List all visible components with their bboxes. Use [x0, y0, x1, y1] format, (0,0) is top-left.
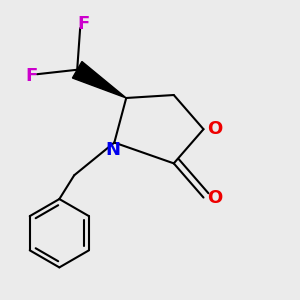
Text: O: O: [207, 189, 222, 207]
Text: F: F: [25, 67, 37, 85]
Polygon shape: [72, 61, 126, 98]
Text: O: O: [207, 120, 222, 138]
Text: N: N: [105, 141, 120, 159]
Text: F: F: [77, 15, 89, 33]
